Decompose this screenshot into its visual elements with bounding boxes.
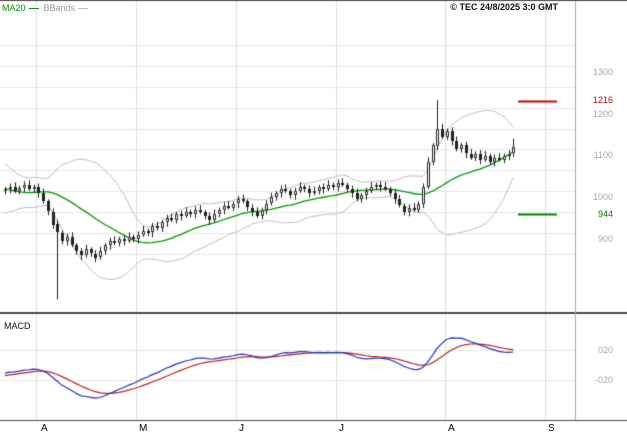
legend-bbands-label: BBands xyxy=(43,3,76,13)
price-tick-900: 900 xyxy=(597,234,613,244)
copyright-text: © TEC 24/8/2025 3:0 GMT xyxy=(450,2,558,12)
macd-panel-label: MACD xyxy=(4,321,31,331)
price-tick-1200: 1200 xyxy=(592,109,613,119)
x-axis-label-september: S xyxy=(548,423,555,434)
price-tick-1100: 1100 xyxy=(593,150,613,160)
legend-ma20-label: MA20 xyxy=(2,3,26,13)
x-axis-label-august: A xyxy=(448,423,455,434)
bbands-line-swatch xyxy=(78,7,89,9)
indicator-legend: MA20 BBands xyxy=(2,3,93,13)
x-axis-label-june: J xyxy=(239,423,244,434)
support-label: 944 xyxy=(597,209,613,219)
macd-tick-negative: -020 xyxy=(594,375,613,385)
macd-tick-positive: 020 xyxy=(597,345,613,355)
price-tick-1000: 1000 xyxy=(592,192,613,202)
x-axis-label-may: M xyxy=(139,423,148,434)
resistance-label: 1216 xyxy=(592,95,613,105)
x-axis-label-april: A xyxy=(41,423,48,434)
price-tick-1300: 1300 xyxy=(592,67,613,77)
x-axis-label-july: J xyxy=(339,423,344,434)
ma20-line-swatch xyxy=(28,7,39,9)
